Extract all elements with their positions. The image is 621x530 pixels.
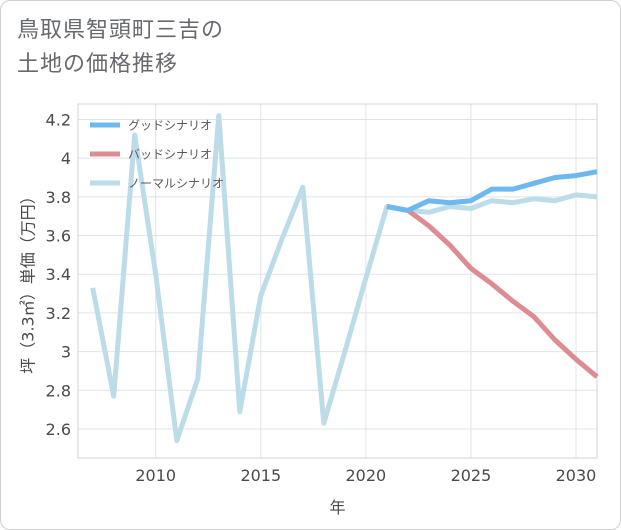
x-tick-label: 2025 [451,466,492,485]
x-tick-label: 2015 [240,466,281,485]
x-tick-label: 2010 [135,466,176,485]
y-tick-label: 2.6 [46,420,71,439]
y-tick-label: 3 [61,343,71,362]
page-title: 鳥取県智頭町三吉の 土地の価格推移 [17,14,224,82]
series-layer [90,113,599,444]
series-line-1 [386,204,599,379]
series-line-0 [386,169,598,213]
legend-label-2: ノーマルシナリオ [128,177,224,191]
y-tick-label: 3.2 [46,304,71,323]
y-tick-label: 3.4 [46,265,71,284]
x-tick-label: 2020 [346,466,387,485]
y-tick-label: 4 [61,149,71,168]
y-tick-label: 3.8 [46,188,71,207]
y-axis-title: 坪（3.3㎡）単価（万円） [19,188,38,373]
x-axis-title: 年 [329,498,345,517]
y-tick-label: 4.2 [46,110,71,129]
title-line-2: 土地の価格推移 [17,52,179,77]
y-tick-label: 3.6 [46,227,71,246]
plot-area [77,103,598,459]
y-tick-label: 2.8 [46,381,71,400]
legend-label-0: グッドシナリオ [128,119,212,133]
x-tick-label: 2030 [556,466,597,485]
series-line-2 [90,113,598,444]
title-line-1: 鳥取県智頭町三吉の [17,18,225,43]
legend-label-1: バッドシナリオ [128,148,212,162]
axis-ticks: 2010 2015 2020 2025 2030 2.6 2.8 3 3.2 3.4 3.6 3.8 4… [46,110,597,485]
